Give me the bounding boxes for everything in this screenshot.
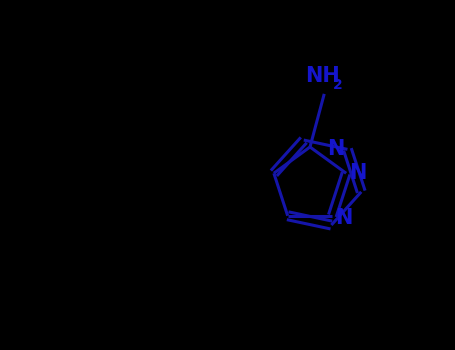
Text: NH: NH [305, 66, 339, 86]
Text: N: N [335, 208, 353, 228]
Text: N: N [349, 163, 367, 183]
Text: 2: 2 [334, 78, 343, 92]
Text: N: N [327, 139, 344, 159]
